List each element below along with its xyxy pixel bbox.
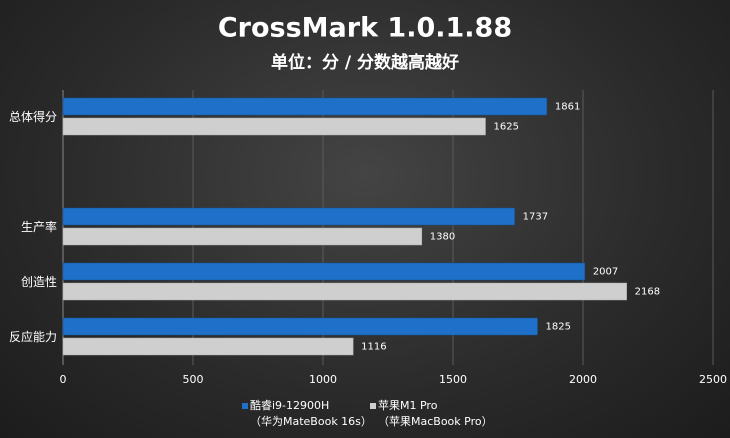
bar <box>62 262 586 281</box>
x-tick-label: 500 <box>183 373 204 386</box>
chart-subtitle: 单位：分 / 分数越高越好 <box>271 52 459 73</box>
data-label: 1737 <box>523 212 548 223</box>
x-tick-label: 2000 <box>569 373 597 386</box>
bar <box>62 317 538 336</box>
x-tick-label: 2500 <box>699 373 727 386</box>
bar <box>62 227 423 246</box>
bar <box>62 117 486 136</box>
data-label: 2168 <box>635 287 660 298</box>
data-label: 1861 <box>555 102 580 113</box>
y-tick-label: 总体得分 <box>9 109 57 124</box>
chart-title: CrossMark 1.0.1.88 <box>218 13 512 44</box>
y-tick-label: 反应能力 <box>9 329 57 344</box>
x-tick-label: 0 <box>60 373 67 386</box>
bar <box>62 337 354 356</box>
data-label: 1625 <box>494 122 519 133</box>
y-tick-label: 创造性 <box>21 275 57 289</box>
legend-label: 酷睿i9-12900H （华为MateBook 16s） <box>250 399 372 428</box>
data-label: 2007 <box>593 267 618 278</box>
data-label: 1380 <box>430 232 455 243</box>
legend-swatch <box>370 403 376 409</box>
x-tick-label: 1500 <box>439 373 467 386</box>
legend-label: 苹果M1 Pro （苹果MacBook Pro） <box>378 399 493 428</box>
y-tick-label: 生产率 <box>21 219 57 234</box>
data-label: 1116 <box>361 342 386 353</box>
x-tick-label: 1000 <box>309 373 337 386</box>
data-label: 1825 <box>546 322 571 333</box>
bar <box>62 207 515 226</box>
bar <box>62 97 548 116</box>
legend-swatch <box>242 403 248 409</box>
bar <box>62 282 627 301</box>
